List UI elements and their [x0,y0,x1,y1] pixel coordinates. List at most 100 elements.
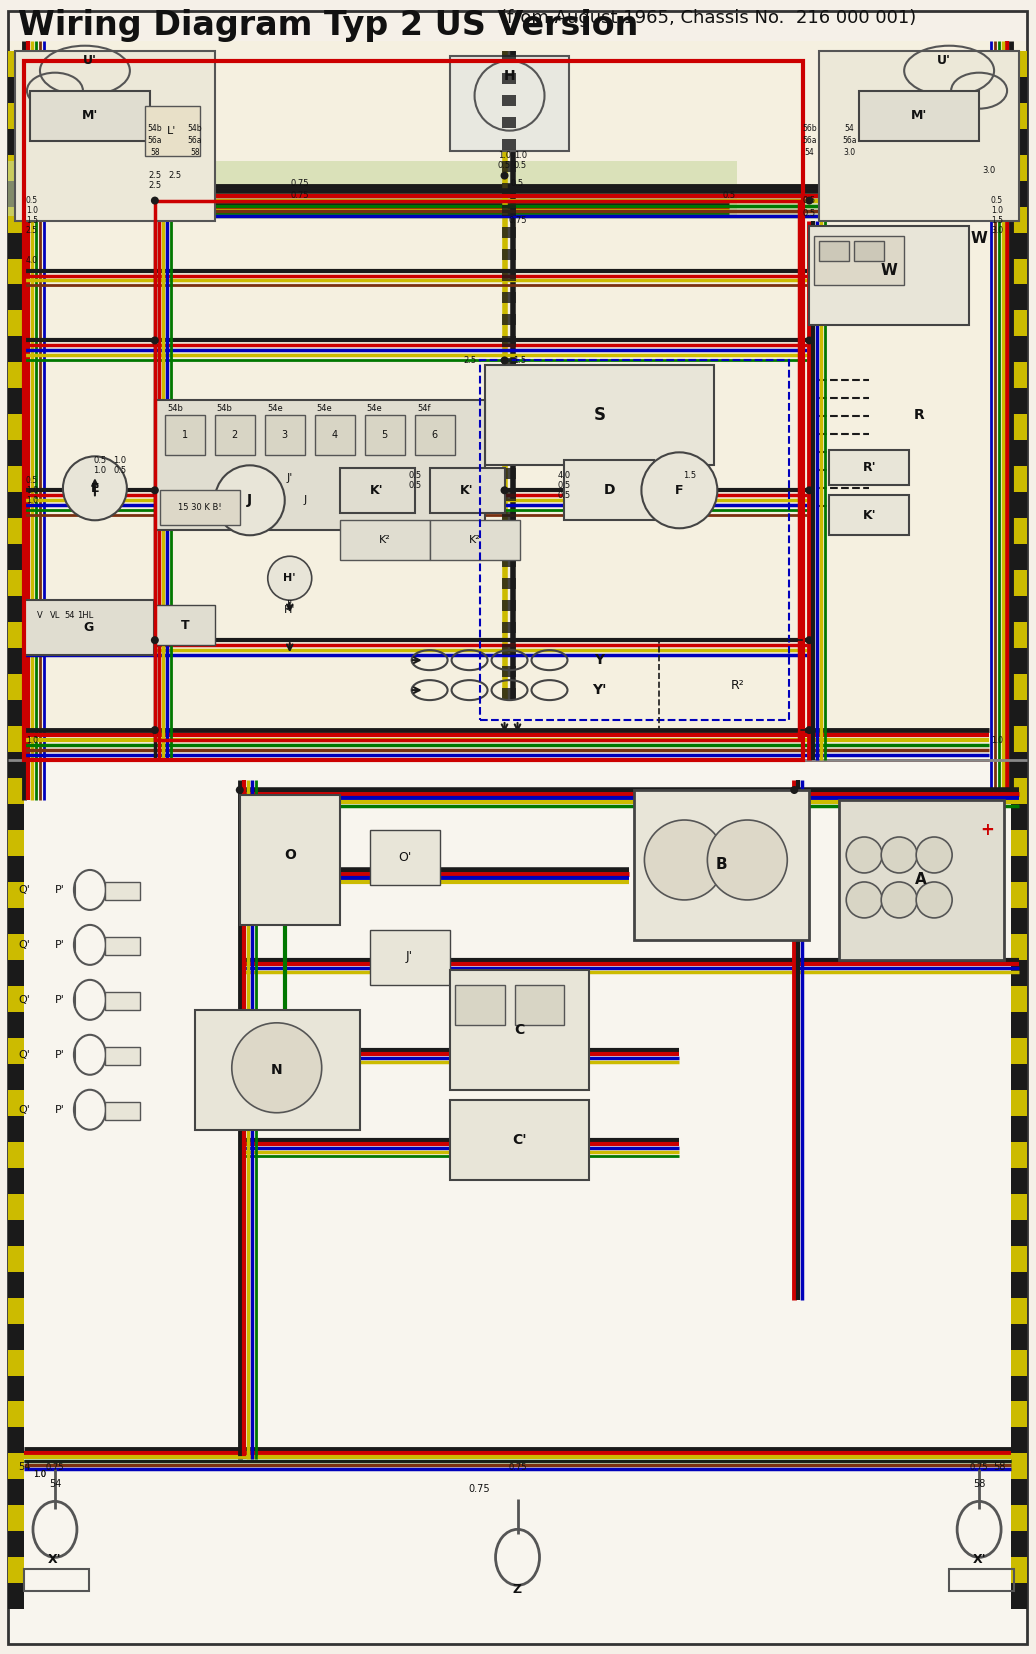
Circle shape [805,726,813,734]
Bar [1011,935,1027,959]
Circle shape [882,882,917,918]
Text: 6: 6 [432,430,437,440]
Text: P': P' [55,1105,65,1115]
Circle shape [805,637,813,643]
Text: Q': Q' [18,1105,30,1115]
Text: 0.5: 0.5 [93,457,107,465]
Bar [1011,1219,1027,1245]
Circle shape [63,457,126,521]
Bar [8,595,24,622]
Text: 1.0: 1.0 [26,207,38,215]
Bar [8,1454,24,1479]
Circle shape [644,820,724,900]
Bar [8,753,24,777]
Bar [1011,1012,1027,1037]
Bar [8,1298,24,1323]
Text: 54b: 54b [188,124,202,132]
Bar [501,490,516,501]
Bar [859,91,979,141]
Bar [1011,1350,1027,1376]
Bar [501,556,516,567]
Bar [1011,1272,1027,1298]
Circle shape [916,882,952,918]
Text: Q': Q' [18,1050,30,1060]
Bar [501,160,516,172]
Bar [501,205,516,215]
Text: R²: R² [730,678,744,691]
Text: P': P' [55,1050,65,1060]
Circle shape [151,726,159,734]
Circle shape [236,786,243,794]
Text: 1.0: 1.0 [26,486,38,495]
Text: 0.75: 0.75 [290,192,309,200]
Bar [105,936,140,954]
Bar [809,225,969,326]
Circle shape [882,837,917,873]
Bar [8,908,24,935]
Bar [8,336,24,362]
Text: B: B [716,857,727,872]
Text: 0.5: 0.5 [113,466,126,475]
Circle shape [500,172,509,180]
Circle shape [267,556,312,600]
Text: (from August 1965, Chassis No.  216 000 001): (from August 1965, Chassis No. 216 000 0… [499,8,916,26]
Text: J': J' [287,600,293,610]
Bar [485,366,715,465]
Bar [1011,1064,1027,1090]
Text: 0.75: 0.75 [970,1462,988,1472]
Bar [1011,233,1027,258]
Bar [480,361,789,719]
Bar [24,184,983,218]
Bar [501,667,516,676]
Bar [8,154,24,180]
Bar [1011,675,1027,700]
Bar [659,640,814,729]
Bar [501,688,516,700]
Bar [501,534,516,546]
Circle shape [846,882,883,918]
Text: Q': Q' [18,939,30,949]
Text: 0.5: 0.5 [26,197,38,205]
Bar [1011,1141,1027,1168]
Bar [1011,1532,1027,1558]
Bar [8,160,738,215]
Bar [634,791,809,939]
Bar [1011,129,1027,154]
Bar [8,935,24,959]
Bar [370,930,450,984]
Bar [8,415,24,440]
Text: 1.0: 1.0 [26,496,38,504]
Bar [8,493,24,518]
Bar [8,41,1027,749]
Text: J: J [304,495,307,504]
Text: 0.5: 0.5 [511,179,524,189]
Bar [340,468,414,513]
Circle shape [500,356,509,364]
Bar [8,830,24,857]
Text: 58: 58 [150,149,160,157]
Bar [450,969,589,1090]
Bar [8,857,24,882]
Text: Q': Q' [18,885,30,895]
Bar [829,450,910,485]
Text: 1.5: 1.5 [513,356,526,366]
Bar [1011,959,1027,986]
Bar [1011,440,1027,466]
Text: 3.0: 3.0 [991,227,1003,235]
Bar [8,622,24,648]
Bar [8,1479,24,1505]
Bar [8,1350,24,1376]
Bar [501,468,516,480]
Text: R: R [914,409,924,422]
Text: 0.5: 0.5 [558,481,571,490]
Text: U': U' [83,55,97,68]
Text: S: S [594,407,605,425]
Bar [8,1401,24,1427]
Bar [501,248,516,260]
Bar [501,73,516,84]
Text: 54b: 54b [147,124,163,132]
Bar [8,258,24,284]
Bar [1011,700,1027,726]
Bar [501,293,516,303]
Bar [1011,154,1027,180]
